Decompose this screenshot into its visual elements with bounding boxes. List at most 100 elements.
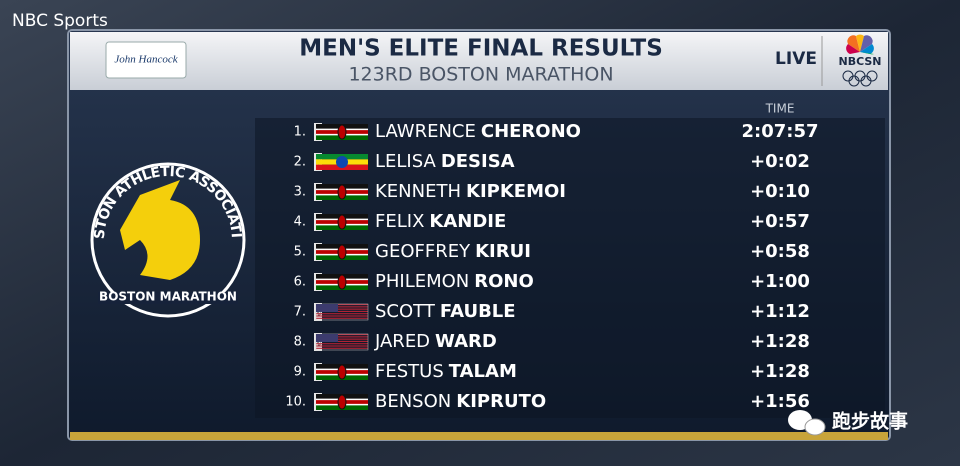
first-name: KENNETH xyxy=(375,181,461,202)
flag xyxy=(315,333,369,351)
footer-watermark-icon xyxy=(788,410,826,436)
first-name: GEOFFREY xyxy=(375,241,471,262)
athlete-name: PHILEMON RONO xyxy=(375,271,534,292)
rank: 2. xyxy=(294,155,306,170)
flag-canton xyxy=(316,304,338,312)
flag-shield xyxy=(337,274,347,290)
last-name: DESISA xyxy=(441,151,515,172)
flag-shield xyxy=(337,364,347,380)
flag-stripe xyxy=(316,338,368,340)
first-name: PHILEMON xyxy=(375,271,469,292)
gold-stripe xyxy=(70,432,888,440)
logo-banner: BOSTON MARATHON xyxy=(99,290,237,304)
first-name: FELIX xyxy=(375,211,424,232)
athlete-name: KENNETH KIPKEMOI xyxy=(375,181,566,202)
flag-stripe xyxy=(316,313,368,315)
finish-time: +0:58 xyxy=(750,241,810,262)
peacock-icon xyxy=(846,34,874,55)
athlete-name: BENSON KIPRUTO xyxy=(375,391,546,412)
flag-stripe xyxy=(316,304,368,306)
header-bar xyxy=(70,32,888,90)
flag-shield xyxy=(337,124,347,140)
flag xyxy=(316,184,368,200)
rank: 3. xyxy=(294,185,306,200)
flag-shield xyxy=(337,214,347,230)
finish-time: +0:57 xyxy=(750,211,810,232)
first-name: JARED xyxy=(374,331,430,352)
flag-emblem xyxy=(336,156,348,168)
finish-time: +0:02 xyxy=(750,151,810,172)
last-name: FAUBLE xyxy=(440,301,516,322)
footer-watermark: 跑步故事 xyxy=(832,410,908,433)
finish-time: +1:28 xyxy=(750,331,810,352)
country-code: USA xyxy=(316,338,321,347)
finish-time: +1:56 xyxy=(750,391,810,412)
flag-stripe xyxy=(316,308,368,310)
flag xyxy=(316,394,368,410)
country-code: USA xyxy=(316,308,321,317)
flag-stripe xyxy=(316,343,368,345)
flag-canton xyxy=(316,334,338,342)
first-name: LELISA xyxy=(375,151,436,172)
first-name: BENSON xyxy=(375,391,451,412)
rank: 1. xyxy=(294,125,306,140)
flag xyxy=(315,303,369,321)
first-name: FESTUS xyxy=(375,361,444,382)
last-name: KIPRUTO xyxy=(456,391,546,412)
finish-time: 2:07:57 xyxy=(741,121,818,142)
flag-stripe xyxy=(316,315,368,317)
athlete-name: SCOTT FAUBLE xyxy=(375,301,516,322)
athlete-name: LELISA DESISA xyxy=(375,151,515,172)
rank: 4. xyxy=(294,215,306,230)
flag xyxy=(316,124,368,140)
finish-time: +1:00 xyxy=(750,271,810,292)
last-name: KIPKEMOI xyxy=(466,181,566,202)
athlete-name: GEOFFREY KIRUI xyxy=(375,241,531,262)
flag-stripe xyxy=(316,317,368,319)
athlete-name: JARED WARD xyxy=(374,331,497,352)
flag-shield xyxy=(337,184,347,200)
network: NBCSN xyxy=(839,55,882,68)
finish-time: +1:28 xyxy=(750,361,810,382)
flag-stripe xyxy=(316,340,368,342)
olympic-rings xyxy=(842,70,878,87)
flag-stripe xyxy=(316,334,368,336)
unicorn xyxy=(120,180,200,280)
logo-ring xyxy=(90,162,246,318)
rank: 5. xyxy=(294,245,306,260)
last-name: KANDIE xyxy=(429,211,506,232)
flag xyxy=(316,154,368,170)
time-header: TIME xyxy=(765,102,795,116)
live-label: LIVE xyxy=(775,49,817,69)
flag xyxy=(316,244,368,260)
last-name: RONO xyxy=(474,271,534,292)
rank: 7. xyxy=(294,305,306,320)
sponsor-box xyxy=(105,41,187,79)
rank: 10. xyxy=(285,395,306,410)
first-name: LAWRENCE xyxy=(375,121,476,142)
last-name: TALAM xyxy=(449,361,517,382)
flag-shield xyxy=(337,244,347,260)
subtitle: 123RD BOSTON MARATHON xyxy=(348,64,613,86)
finish-time: +1:12 xyxy=(750,301,810,322)
results-rows: 1.KENLAWRENCECHERONO2:07:572.ETHLELISADE… xyxy=(285,121,818,412)
banner-bg xyxy=(98,292,238,304)
flag-stripe xyxy=(316,336,368,338)
title: MEN'S ELITE FINAL RESULTS xyxy=(299,36,663,62)
athlete-name: FELIX KANDIE xyxy=(375,211,506,232)
first-name: SCOTT xyxy=(375,301,436,322)
rank: 9. xyxy=(294,365,306,380)
flag xyxy=(316,364,368,380)
flag xyxy=(316,214,368,230)
flag-stripe xyxy=(316,345,368,347)
athlete-name: LAWRENCE CHERONO xyxy=(375,121,581,142)
finish-time: +0:10 xyxy=(750,181,810,202)
flag-stripe xyxy=(316,310,368,312)
last-name: KIRUI xyxy=(475,241,531,262)
flag-stripe xyxy=(316,306,368,308)
last-name: WARD xyxy=(435,331,497,352)
watermark: NBC Sports xyxy=(12,11,108,31)
flag-shield xyxy=(337,394,347,410)
